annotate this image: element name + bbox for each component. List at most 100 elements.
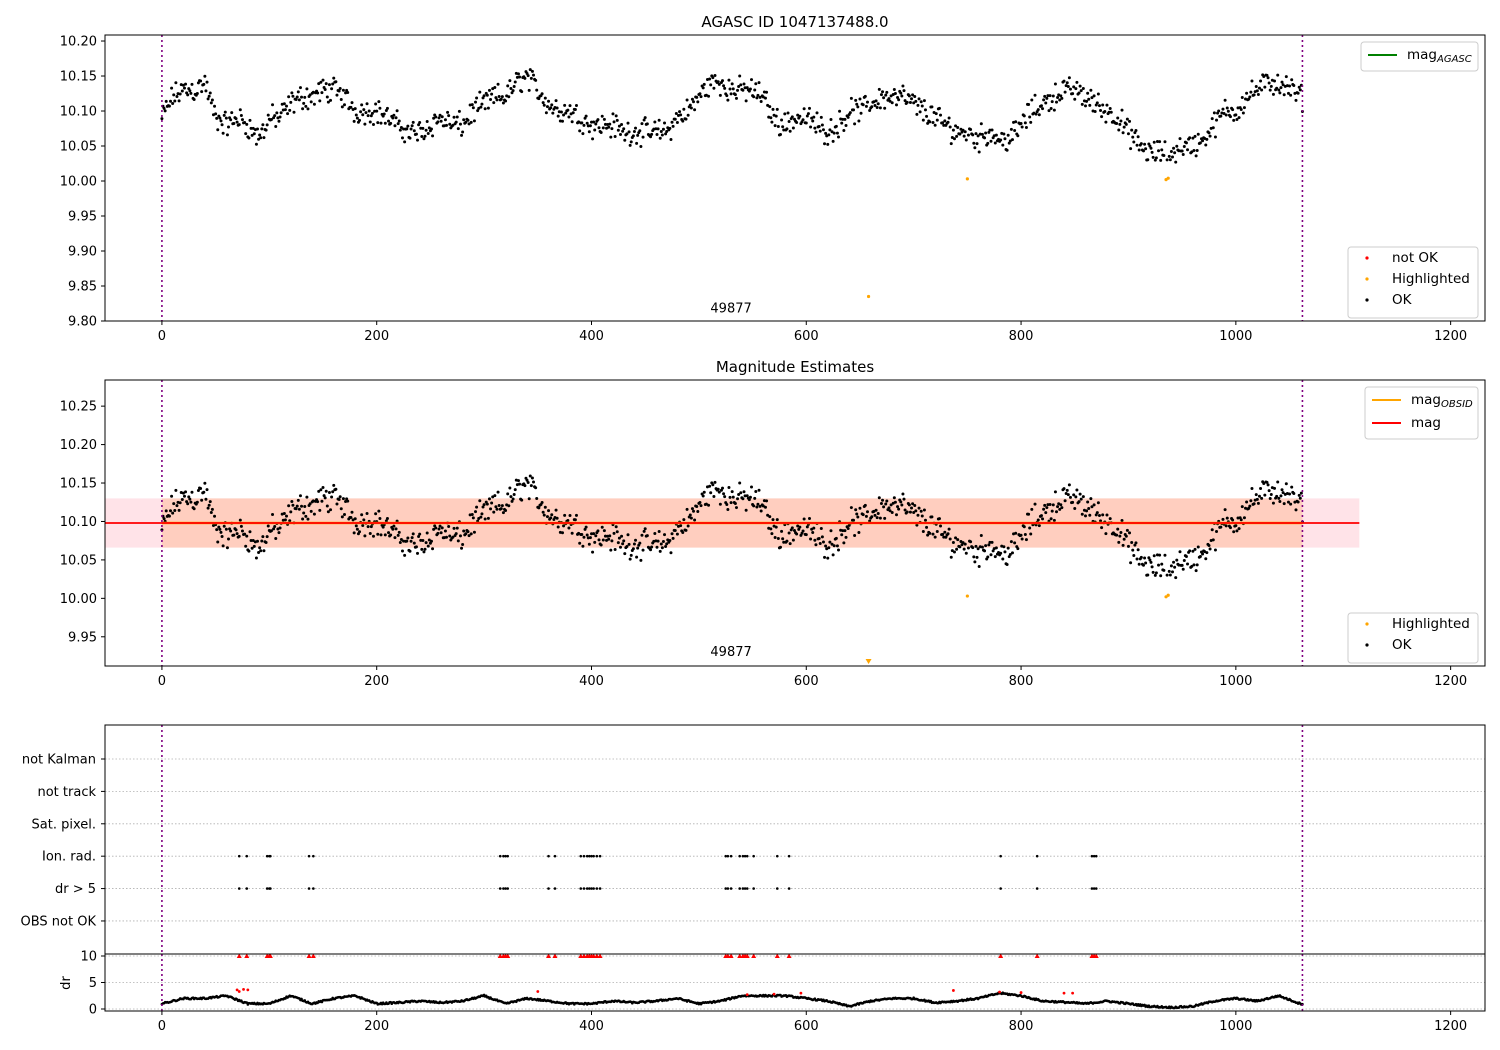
ok-point [1005, 563, 1009, 567]
ok-point [649, 548, 653, 552]
ok-point [1131, 135, 1135, 139]
ok-point [425, 531, 429, 535]
ok-point [244, 544, 248, 548]
ok-point [692, 509, 696, 513]
ok-point [911, 93, 915, 97]
ok-point [1146, 158, 1150, 162]
ok-point [528, 68, 532, 72]
ok-point [846, 115, 850, 119]
ok-point [566, 108, 570, 112]
ok-point [1030, 98, 1034, 102]
ok-point [1160, 562, 1164, 566]
ok-point [988, 128, 992, 132]
ok-point [416, 138, 420, 142]
ok-point [779, 545, 783, 549]
ok-point [679, 524, 683, 528]
flag-point [265, 854, 269, 858]
ok-point [1174, 160, 1178, 164]
ok-point [1208, 134, 1212, 138]
ok-point [1288, 84, 1292, 88]
ok-point [1170, 155, 1174, 159]
ok-point [1267, 81, 1271, 85]
dr-offscale-marker [306, 953, 312, 959]
ok-point [655, 133, 659, 137]
ok-point [1129, 561, 1133, 565]
ok-point [275, 111, 279, 115]
ok-point [600, 525, 604, 529]
ok-point [396, 533, 400, 537]
ok-point [1067, 483, 1071, 487]
ok-point [919, 509, 923, 513]
ok-point [728, 495, 732, 499]
ok-point [353, 517, 357, 521]
ok-point [316, 500, 320, 504]
ok-point [411, 120, 415, 124]
ok-point [892, 496, 896, 500]
ok-point [596, 118, 600, 122]
ok-point [729, 501, 733, 505]
ok-point [170, 494, 174, 498]
ok-point [326, 100, 330, 104]
ok-point [946, 532, 950, 536]
y-tick-label: 9.90 [68, 245, 97, 260]
ok-point [1188, 549, 1192, 553]
ok-point [437, 527, 441, 531]
ok-point [180, 498, 184, 502]
ok-point [759, 99, 763, 103]
ok-point [1149, 560, 1153, 564]
ok-point [824, 544, 828, 548]
flag-point [595, 887, 599, 890]
ok-point [638, 541, 642, 545]
ok-point [420, 547, 424, 551]
ok-point [894, 103, 898, 107]
ok-point [216, 128, 220, 132]
ok-point [763, 96, 767, 100]
ok-point [807, 106, 811, 110]
ok-point [915, 523, 919, 527]
ok-point [190, 490, 194, 494]
ok-point [1237, 116, 1241, 120]
ok-point [513, 488, 517, 492]
ok-point [614, 114, 618, 118]
ok-point [196, 489, 200, 493]
ok-point [623, 138, 627, 142]
ok-point [466, 530, 470, 534]
ok-point [1210, 528, 1214, 532]
ok-point [933, 535, 937, 539]
ok-point [321, 78, 325, 82]
ok-point [643, 116, 647, 120]
ok-point [209, 101, 213, 105]
ok-point [1277, 88, 1281, 92]
legend-marker [1365, 622, 1369, 626]
ok-point [707, 94, 711, 98]
ok-point [184, 82, 188, 86]
dr-offscale-marker [728, 953, 734, 959]
obsid-label: 49877 [710, 645, 751, 660]
ok-point [731, 495, 735, 499]
ok-point [781, 125, 785, 129]
dr-offscale-marker [774, 953, 780, 959]
ok-point [902, 497, 906, 501]
ok-point [361, 524, 365, 528]
y-tick-label: 10.00 [60, 592, 97, 607]
ok-point [1143, 556, 1147, 560]
ok-point [1249, 499, 1253, 503]
ok-point [785, 539, 789, 543]
ok-point [973, 146, 977, 150]
ok-point [1213, 548, 1217, 552]
ok-point [254, 142, 258, 146]
ok-point [621, 542, 625, 546]
ok-point [240, 118, 244, 122]
dr-offscale-marker [267, 953, 273, 959]
ok-point [731, 87, 735, 91]
ok-point [1131, 548, 1135, 552]
ok-point [175, 95, 179, 99]
ok-point [1050, 100, 1054, 104]
ok-point [846, 527, 850, 531]
ok-point [475, 96, 479, 100]
ok-point [912, 101, 916, 105]
ok-point [1108, 517, 1112, 521]
dr-offscale-marker [1034, 953, 1040, 959]
ok-point [962, 134, 966, 138]
ok-point [266, 524, 270, 528]
